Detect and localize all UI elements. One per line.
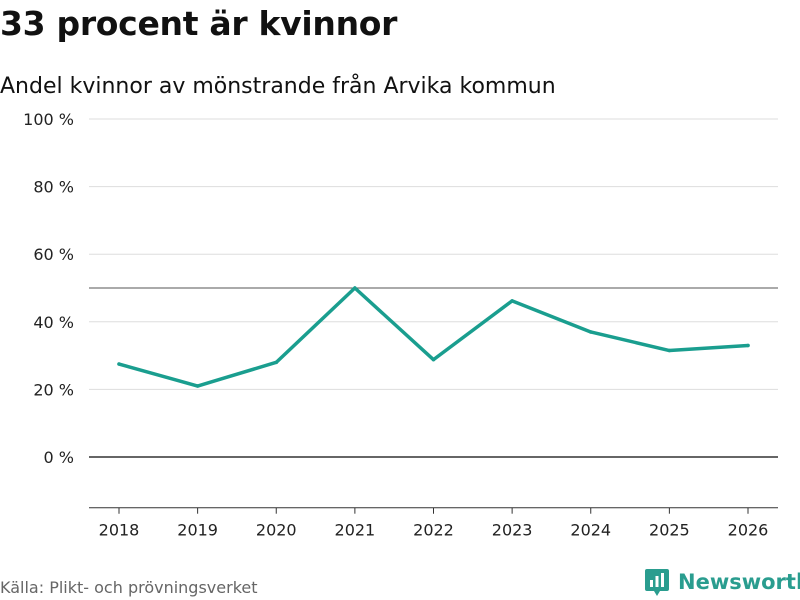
axes <box>89 507 778 514</box>
brand-name: Newsworthy <box>678 570 800 594</box>
data-point <box>589 330 593 334</box>
x-tick-label: 2021 <box>335 521 376 540</box>
y-tick-label: 40 % <box>33 313 74 332</box>
x-tick-label: 2018 <box>99 521 140 540</box>
x-tick-label: 2026 <box>728 521 769 540</box>
chart-subtitle: Andel kvinnor av mönstrande från Arvika … <box>0 74 556 99</box>
data-point <box>431 357 436 362</box>
series-line <box>117 286 750 388</box>
series <box>117 286 750 388</box>
gridlines <box>89 118 778 458</box>
x-tick-label: 2020 <box>256 521 297 540</box>
chart-title: 33 procent är kvinnor <box>0 4 398 43</box>
x-tick-label: 2024 <box>570 521 611 540</box>
y-tick-label: 20 % <box>33 380 74 399</box>
data-point <box>274 360 278 365</box>
x-tick-label: 2022 <box>413 521 454 540</box>
data-point <box>117 362 121 366</box>
y-tick-label: 100 % <box>23 110 74 129</box>
tick-labels: 0 % 20 % 40 % 60 % 80 % 100 % 2018 2019 2020 2021… <box>23 110 768 540</box>
x-tick-label: 2023 <box>492 521 533 540</box>
brand-logo[interactable]: Newsworthy <box>644 566 800 598</box>
data-point <box>195 384 200 388</box>
data-point <box>746 343 750 348</box>
newsworthy-logo-icon <box>645 569 669 596</box>
data-point <box>510 299 514 303</box>
x-tick-label: 2025 <box>649 521 690 540</box>
source-note: Källa: Plikt- och prövningsverket <box>0 578 258 597</box>
data-point <box>667 348 672 353</box>
y-tick-label: 80 % <box>33 178 74 197</box>
data-point <box>353 286 357 290</box>
y-tick-label: 0 % <box>44 448 74 467</box>
x-tick-label: 2019 <box>177 521 218 540</box>
y-tick-label: 60 % <box>33 245 74 264</box>
